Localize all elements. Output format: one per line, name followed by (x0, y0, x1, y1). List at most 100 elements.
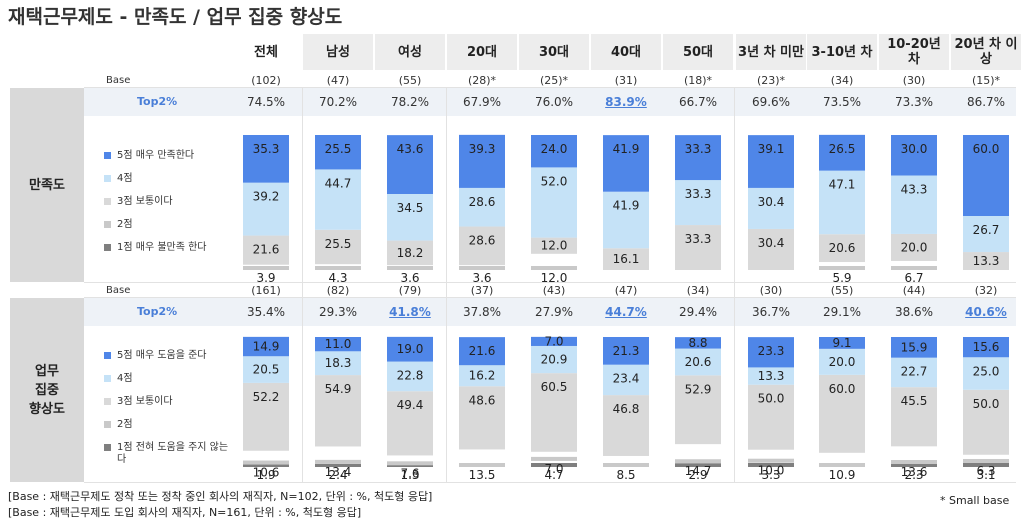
top2-value: 86.7% (966, 95, 1006, 109)
bar-segment (675, 225, 721, 270)
bar-segment (819, 337, 865, 349)
page-title: 재택근무제도 - 만족도 / 업무 집중 향상도 (8, 6, 343, 28)
top2-value: 66.7% (678, 95, 718, 109)
legend-item: 1점 매우 불만족 한다 (104, 242, 232, 254)
data-label: 41.9 (613, 199, 640, 213)
legend-label: 3점 보통이다 (117, 396, 173, 407)
data-label: 25.5 (325, 237, 352, 251)
base-value: (47) (326, 74, 350, 87)
legend-swatch (104, 398, 111, 405)
top2-band-focus (84, 298, 1016, 326)
data-label: 3.6 (472, 271, 491, 285)
top2-label: Top2% (137, 305, 178, 318)
data-label: 6.3 (976, 464, 995, 478)
data-label: 39.2 (253, 190, 280, 204)
data-label: 20.9 (541, 353, 568, 367)
legend-swatch (104, 421, 111, 428)
data-label: 3.1 (976, 468, 995, 482)
legend-item: 5점 매우 도움을 준다 (104, 350, 232, 362)
top2-value: 35.4% (246, 305, 286, 319)
data-label: 13.4 (325, 465, 352, 479)
base-value: (23)* (756, 74, 786, 87)
top2-value: 73.5% (822, 95, 862, 109)
bar-segment (243, 266, 289, 270)
top2-value: 37.8% (462, 305, 502, 319)
data-label: 1.9 (256, 468, 275, 482)
bar-segment (603, 248, 649, 270)
data-label: 47.1 (829, 178, 856, 192)
divider (84, 282, 1016, 283)
bar-segment (963, 135, 1009, 216)
bar-segment (748, 337, 794, 368)
bar-segment (963, 337, 1009, 358)
legend-label: 4점 (117, 173, 133, 184)
bar-segment (819, 374, 865, 453)
bar-segment (387, 240, 433, 266)
data-label: 13.3 (973, 254, 1000, 268)
bar-segment (459, 187, 505, 227)
column-header: 20년 차 이상 (951, 34, 1021, 70)
section-title-satisfaction: 만족도 (10, 88, 84, 282)
data-label: 6.7 (904, 271, 923, 285)
top2-value: 44.7% (605, 305, 647, 319)
data-label: 5.9 (832, 271, 851, 285)
bar-segment (891, 266, 937, 270)
base-value: (34) (830, 74, 854, 87)
data-label: 35.3 (253, 142, 280, 156)
bar-segment (748, 384, 794, 450)
base-value: (28)* (467, 74, 497, 87)
data-label: 30.4 (758, 236, 785, 250)
bar-segment (459, 266, 505, 270)
data-label: 50.0 (758, 392, 785, 406)
legend-label: 2점 (117, 219, 133, 230)
base-value: (43) (542, 284, 566, 297)
base-label: Base (106, 75, 131, 86)
data-label: 43.6 (397, 142, 424, 156)
bar-segment (819, 266, 865, 270)
data-label: 3.9 (256, 271, 275, 285)
data-label: 24.0 (541, 142, 568, 156)
data-label: 19.0 (397, 342, 424, 356)
legend-item: 1점 전혀 도움을 주지 않는다 (104, 442, 232, 466)
bar-segment (243, 182, 289, 236)
bar-segment (963, 458, 1009, 463)
data-label: 60.0 (829, 382, 856, 396)
bar-segment (675, 463, 721, 467)
bar-segment (315, 463, 361, 467)
data-label: 7.0 (544, 462, 563, 476)
data-label: 33.3 (685, 142, 712, 156)
data-label: 18.3 (325, 356, 352, 370)
bar-segment (963, 463, 1009, 467)
column-header: 3년 차 미만 (736, 34, 806, 70)
data-label: 41.9 (613, 142, 640, 156)
bar-segment (459, 386, 505, 450)
column-header: 50대 (663, 34, 733, 70)
base-value: (55) (398, 74, 422, 87)
legend-label: 1점 매우 불만족 한다 (117, 242, 207, 253)
bar-segment (315, 229, 361, 265)
base-value: (161) (251, 284, 281, 297)
data-label: 20.6 (829, 241, 856, 255)
bar-segment (675, 337, 721, 349)
group-separator (734, 88, 735, 482)
top2-value: 78.2% (390, 95, 430, 109)
bar-segment (963, 252, 1009, 270)
bar-segment (315, 459, 361, 464)
bar-segment (531, 135, 577, 168)
bar-segment (387, 336, 433, 362)
legend-item: 4점 (104, 373, 232, 385)
data-label: 4.7 (544, 468, 563, 482)
base-value: (37) (470, 284, 494, 297)
legend-label: 4점 (117, 373, 133, 384)
bar-segment (748, 135, 794, 188)
section-title-focus: 업무 집중 향상도 (10, 298, 84, 482)
data-label: 4.3 (328, 271, 347, 285)
data-label: 20.5 (253, 363, 280, 377)
bar-segment (891, 135, 937, 176)
bar-segment (387, 391, 433, 456)
top2-value: 38.6% (894, 305, 934, 319)
footnote-2: [Base : 재택근무제도 도입 회사의 재직자, N=161, 단위 : %… (8, 506, 362, 519)
base-value: (32) (974, 284, 998, 297)
base-value: (34) (686, 284, 710, 297)
